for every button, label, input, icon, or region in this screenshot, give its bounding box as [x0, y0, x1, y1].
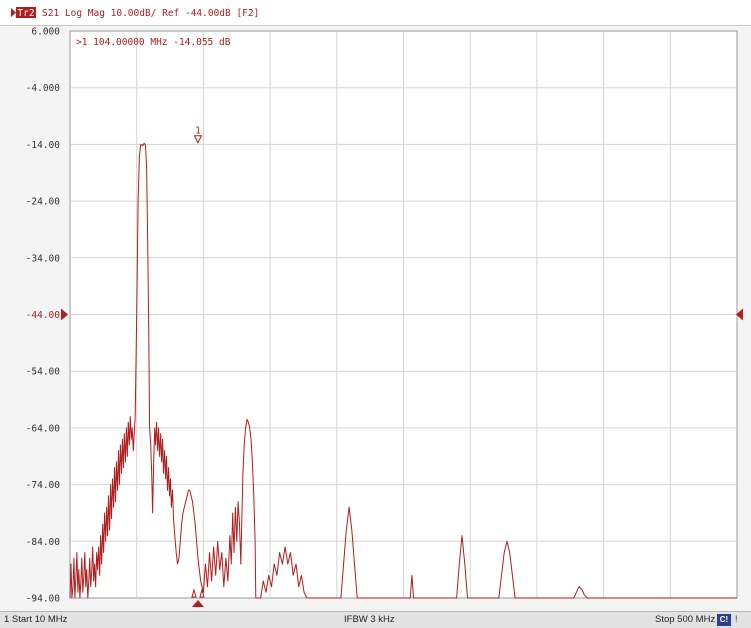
y-tick-label: -64.00 [26, 423, 61, 434]
trace-id-label: Tr2 [17, 8, 34, 19]
active-trace-arrow-icon[interactable] [11, 8, 16, 17]
marker-readout: >1 104.00000 MHz -14.055 dB [76, 37, 231, 48]
trace-layer [69, 142, 737, 599]
marker-triangle-icon[interactable] [193, 135, 203, 144]
marker-layer: 1 [191, 126, 205, 607]
marker-bottom-indicator-icon [191, 588, 197, 598]
active-marker-arrow-icon[interactable] [191, 600, 204, 607]
trace-settings-text[interactable]: S21 Log Mag 10.00dB/ Ref -44.00dB [F2] [42, 8, 259, 19]
y-tick-label: -24.00 [26, 197, 61, 208]
ref-level-right-arrow-icon[interactable] [736, 308, 743, 321]
marker-number: 1 [195, 126, 201, 137]
ifbw-label[interactable]: IFBW 3 kHz [344, 614, 395, 625]
ref-level-left-arrow-icon[interactable] [61, 308, 68, 321]
header-band [0, 0, 751, 26]
trace-line [69, 142, 737, 599]
y-tick-label: -4.000 [26, 83, 61, 94]
y-tick-label: -94.00 [26, 594, 61, 605]
y-tick-label: -54.00 [26, 367, 61, 378]
y-tick-label: 6.000 [31, 27, 60, 38]
trace-id-badge[interactable] [16, 7, 36, 18]
trace-chart: Tr2 S21 Log Mag 10.00dB/ Ref -44.00dB [F… [0, 0, 751, 607]
y-tick-label: -44.00 [26, 310, 61, 321]
y-tick-label: -74.00 [26, 480, 61, 491]
marker-bottom-indicator-icon [199, 588, 205, 598]
status-indicator: ! [735, 614, 738, 624]
status-bar: 1 Start 10 MHz IFBW 3 kHz Stop 500 MHz C… [0, 611, 751, 628]
stop-frequency-label[interactable]: Stop 500 MHz [655, 614, 716, 625]
y-axis-labels: 6.000 -4.000 -14.00 -24.00 -34.00 -44.00 -54.0… [26, 27, 61, 605]
calibration-badge[interactable]: C! [717, 614, 731, 626]
y-tick-label: -14.00 [26, 140, 61, 151]
y-tick-label: -84.00 [26, 537, 61, 548]
y-tick-label: -34.00 [26, 253, 61, 264]
start-frequency-label[interactable]: 1 Start 10 MHz [4, 614, 68, 625]
